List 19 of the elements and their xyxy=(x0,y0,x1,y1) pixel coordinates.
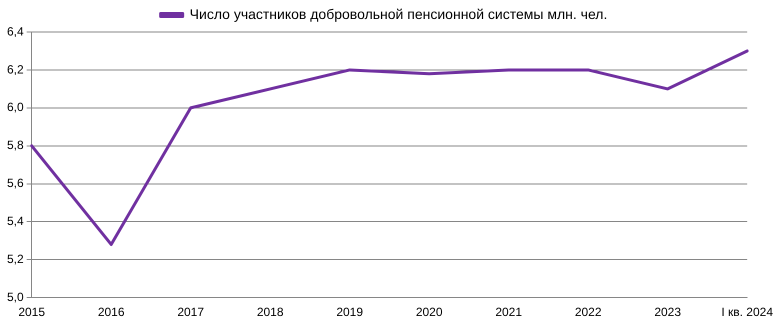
y-tick-label: 6,4 xyxy=(6,24,24,38)
legend-label: Число участников добровольной пенсионной системы млн. чел. xyxy=(190,6,608,22)
x-tick-label: I кв. 2024 xyxy=(721,305,774,320)
x-tick-label: 2018 xyxy=(256,305,284,320)
y-tick-label: 5,8 xyxy=(6,138,24,152)
x-tick-label: 2021 xyxy=(495,305,522,320)
x-tick-label: 2020 xyxy=(416,305,443,320)
x-tick-label: 2015 xyxy=(18,305,46,320)
x-tick-label: 2023 xyxy=(654,305,682,320)
x-tick-label: 2017 xyxy=(177,305,204,320)
y-tick-label: 5,4 xyxy=(6,214,24,228)
x-tick-label: 2016 xyxy=(98,305,125,320)
y-tick-label: 6,0 xyxy=(6,100,24,114)
y-tick-label: 5,6 xyxy=(6,176,24,190)
y-tick-label: 5,0 xyxy=(6,290,24,304)
y-tick-label: 5,2 xyxy=(6,252,24,266)
x-tick-label: 2022 xyxy=(574,305,602,320)
y-tick-label: 6,2 xyxy=(6,62,24,76)
x-tick-label: 2019 xyxy=(336,305,364,320)
